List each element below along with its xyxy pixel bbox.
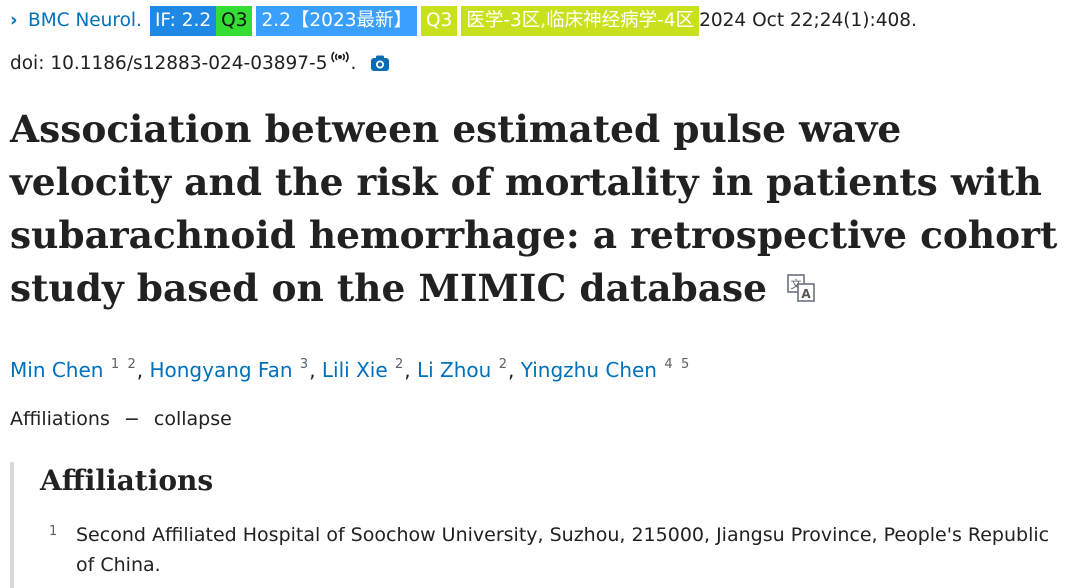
broadcast-icon[interactable]	[329, 45, 351, 71]
author-affiliation-ref[interactable]: 2	[395, 357, 404, 372]
minus-icon: −	[123, 408, 140, 430]
svg-text:A: A	[801, 287, 811, 301]
author-link[interactable]: Hongyang Fan	[149, 358, 293, 382]
doi-text: doi: 10.1186/s12883-024-03897-5	[10, 53, 328, 74]
affiliations-panel: Affiliations 1 Second Affiliated Hospita…	[10, 462, 1080, 588]
author-affiliation-ref[interactable]: 2	[127, 357, 136, 372]
author-affiliation-ref[interactable]: 3	[299, 357, 309, 372]
author-affiliation-ref[interactable]: 4	[664, 357, 673, 372]
affiliations-heading: Affiliations	[40, 464, 214, 497]
affiliation-text: Second Affiliated Hospital of Soochow Un…	[76, 524, 1050, 576]
collapse-link[interactable]: collapse	[153, 408, 232, 430]
article-title-text: Association between estimated pulse wave…	[10, 107, 1058, 310]
affiliation-number: 1	[49, 524, 58, 539]
quartile-badge-2: Q3	[421, 6, 458, 36]
svg-text:文: 文	[791, 277, 802, 291]
publication-date: 2024 Oct 22;24(1):408.	[699, 10, 917, 31]
category-badge: 医学-3区,临床神经病学-4区	[461, 6, 700, 36]
author-affiliation-ref[interactable]: 5	[680, 357, 690, 372]
author-link[interactable]: Yingzhu Chen	[520, 358, 657, 382]
affiliations-toggle-label: Affiliations	[10, 408, 110, 430]
author-affiliation-ref[interactable]: 1	[110, 357, 120, 372]
author-affiliation-ref[interactable]: 2	[498, 357, 507, 372]
article-title: Association between estimated pulse wave…	[10, 103, 1070, 317]
doi-line: doi: 10.1186/s12883-024-03897-5 .	[10, 45, 390, 80]
impact-factor-2023-badge: 2.2【2023最新】	[256, 6, 417, 36]
camera-icon[interactable]	[370, 54, 390, 80]
citation-line: › BMC Neurol. IF: 2.2 Q3 2.2【2023最新】 Q3 医学-3区,…	[10, 6, 917, 36]
author-link[interactable]: Lili Xie	[321, 358, 388, 382]
affiliations-toggle[interactable]: Affiliations − collapse	[10, 404, 232, 434]
author-link[interactable]: Min Chen	[10, 358, 104, 382]
journal-link[interactable]: BMC Neurol.	[28, 10, 142, 31]
author-list: Min Chen 1 2, Hongyang Fan 3, Lili Xie 2…	[10, 357, 690, 382]
chevron-right-icon[interactable]: ›	[10, 10, 18, 31]
author-link[interactable]: Li Zhou	[417, 358, 492, 382]
quartile-badge: Q3	[216, 6, 253, 36]
doi-period: .	[350, 53, 357, 74]
impact-factor-badge: IF: 2.2	[149, 6, 217, 36]
translate-icon[interactable]: 文 A	[786, 264, 816, 317]
